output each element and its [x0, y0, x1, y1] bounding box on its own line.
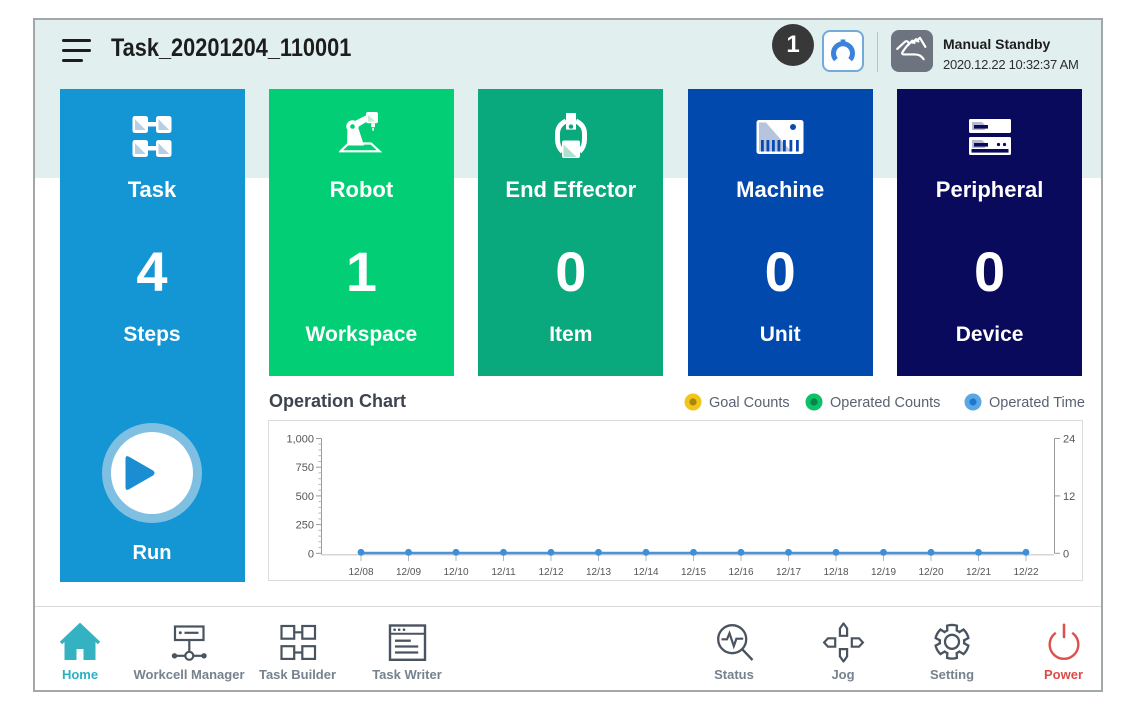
svg-text:12/11: 12/11	[491, 567, 516, 578]
svg-text:12/13: 12/13	[586, 567, 611, 578]
svg-text:12/16: 12/16	[728, 567, 753, 578]
svg-text:12/09: 12/09	[396, 567, 421, 578]
svg-text:12/21: 12/21	[966, 567, 991, 578]
svg-text:12/15: 12/15	[681, 567, 706, 578]
svg-text:12/20: 12/20	[918, 567, 943, 578]
svg-text:12/17: 12/17	[776, 567, 801, 578]
svg-text:0: 0	[1063, 548, 1069, 560]
svg-text:500: 500	[296, 491, 314, 503]
svg-text:12/14: 12/14	[633, 567, 658, 578]
svg-text:12/18: 12/18	[823, 567, 848, 578]
svg-text:250: 250	[296, 520, 314, 532]
svg-text:12: 12	[1063, 491, 1075, 503]
svg-text:Operated Time: Operated Time	[989, 395, 1085, 411]
svg-text:750: 750	[296, 462, 314, 474]
svg-text:12/19: 12/19	[871, 567, 896, 578]
svg-text:Goal Counts: Goal Counts	[709, 395, 790, 411]
svg-text:12/10: 12/10	[443, 567, 468, 578]
svg-text:12/08: 12/08	[348, 567, 373, 578]
svg-text:12/12: 12/12	[538, 567, 563, 578]
svg-text:Operated Counts: Operated Counts	[830, 395, 940, 411]
svg-text:0: 0	[308, 548, 314, 560]
svg-text:12/22: 12/22	[1013, 567, 1038, 578]
svg-text:24: 24	[1063, 434, 1075, 446]
svg-text:1,000: 1,000	[286, 434, 314, 446]
